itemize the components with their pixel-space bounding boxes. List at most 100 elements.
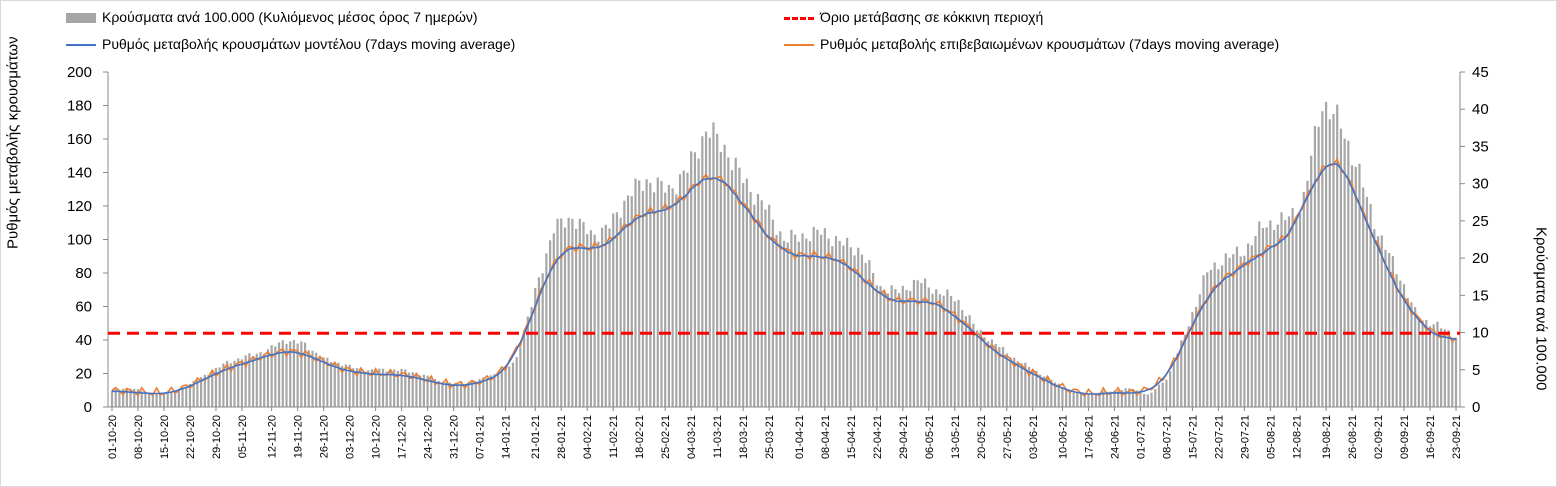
- bar: [259, 352, 262, 407]
- x-tick-label: 22-04-21: [872, 415, 884, 459]
- bar: [1306, 180, 1309, 407]
- bar: [574, 228, 578, 407]
- bar: [883, 291, 886, 407]
- bar: [459, 383, 463, 407]
- bar: [1287, 216, 1291, 407]
- bar: [686, 172, 689, 407]
- bar: [181, 387, 184, 407]
- bar: [1328, 119, 1331, 407]
- x-tick-label: 24-06-21: [1109, 415, 1121, 459]
- bar: [834, 236, 838, 407]
- x-tick-label: 12-11-20: [267, 415, 279, 458]
- bar: [114, 389, 117, 407]
- x-tick-label: 18-02-21: [634, 415, 646, 459]
- bar: [148, 392, 151, 407]
- bar: [901, 285, 904, 407]
- bar: [229, 363, 232, 407]
- bar: [1258, 221, 1261, 407]
- bar: [630, 196, 633, 407]
- bar: [723, 144, 726, 407]
- bar: [430, 378, 433, 407]
- x-tick-label: 04-02-21: [582, 415, 594, 459]
- bar: [816, 229, 819, 407]
- bar: [983, 337, 986, 407]
- bar: [671, 188, 674, 407]
- bar: [1362, 187, 1365, 407]
- bar: [1117, 390, 1120, 407]
- bar: [467, 382, 470, 407]
- bar: [441, 383, 444, 407]
- x-tick-label: 24-12-20: [423, 415, 435, 459]
- bar: [456, 383, 459, 407]
- legend-swatch-confirmed: [784, 44, 814, 47]
- bar: [890, 285, 893, 407]
- x-tick-label: 21-01-21: [530, 415, 542, 459]
- bar: [433, 379, 437, 407]
- bar: [634, 178, 637, 407]
- bar: [916, 280, 919, 407]
- bar: [968, 315, 971, 407]
- bar: [1402, 284, 1406, 407]
- legend-swatch-model: [66, 44, 96, 47]
- bar: [218, 367, 221, 407]
- x-tick-label: 06-05-21: [924, 415, 936, 459]
- bar: [942, 295, 945, 407]
- bar: [693, 152, 696, 407]
- bar: [931, 293, 934, 407]
- x-tick-label: 22-10-20: [185, 415, 197, 459]
- bar: [797, 241, 800, 407]
- bar: [849, 247, 852, 407]
- bar: [600, 227, 604, 407]
- bar: [556, 218, 559, 407]
- bar: [753, 204, 756, 407]
- bar: [237, 358, 240, 407]
- bar: [1313, 126, 1317, 407]
- bar: [497, 373, 500, 407]
- bar: [296, 343, 299, 407]
- bar: [801, 233, 804, 407]
- x-tick-label: 03-12-20: [345, 415, 357, 459]
- legend-label-threshold: Όριο μετάβασης σε κόκκινη περιοχή: [820, 9, 1044, 25]
- bar: [1369, 203, 1372, 407]
- bar: [1350, 165, 1354, 407]
- bar: [1020, 363, 1023, 407]
- bar: [1358, 163, 1361, 407]
- bar: [779, 231, 782, 407]
- bar: [1265, 227, 1268, 407]
- bar: [140, 391, 143, 407]
- bar: [582, 222, 585, 407]
- x-tick-label: 16-09-21: [1425, 415, 1437, 459]
- bar: [990, 339, 994, 407]
- bar: [1131, 389, 1135, 407]
- bar: [277, 342, 281, 407]
- bar: [961, 310, 964, 407]
- x-tick-label: 18-03-21: [738, 415, 750, 459]
- bar: [530, 306, 533, 407]
- bar: [949, 296, 953, 407]
- bar: [1406, 297, 1409, 407]
- bar: [782, 240, 786, 407]
- bar: [504, 366, 507, 407]
- x-tick-label: 29-04-21: [898, 415, 910, 459]
- bar: [1146, 394, 1149, 407]
- bar: [612, 213, 615, 407]
- bar: [359, 369, 362, 407]
- bar: [493, 374, 496, 407]
- bar: [144, 391, 147, 407]
- x-tick-label: 03-06-21: [1028, 415, 1040, 459]
- bar: [419, 375, 422, 407]
- bar: [1239, 256, 1242, 407]
- bar: [894, 289, 897, 407]
- bar: [519, 347, 522, 407]
- bar: [422, 374, 425, 407]
- bar: [159, 393, 162, 407]
- bar: [846, 237, 849, 407]
- bar: [1284, 219, 1287, 407]
- bar: [1354, 166, 1357, 407]
- bar: [1027, 367, 1031, 407]
- bar: [348, 364, 351, 407]
- bar: [1235, 246, 1239, 407]
- bar: [987, 341, 990, 407]
- bar: [214, 367, 218, 407]
- bar: [355, 368, 359, 407]
